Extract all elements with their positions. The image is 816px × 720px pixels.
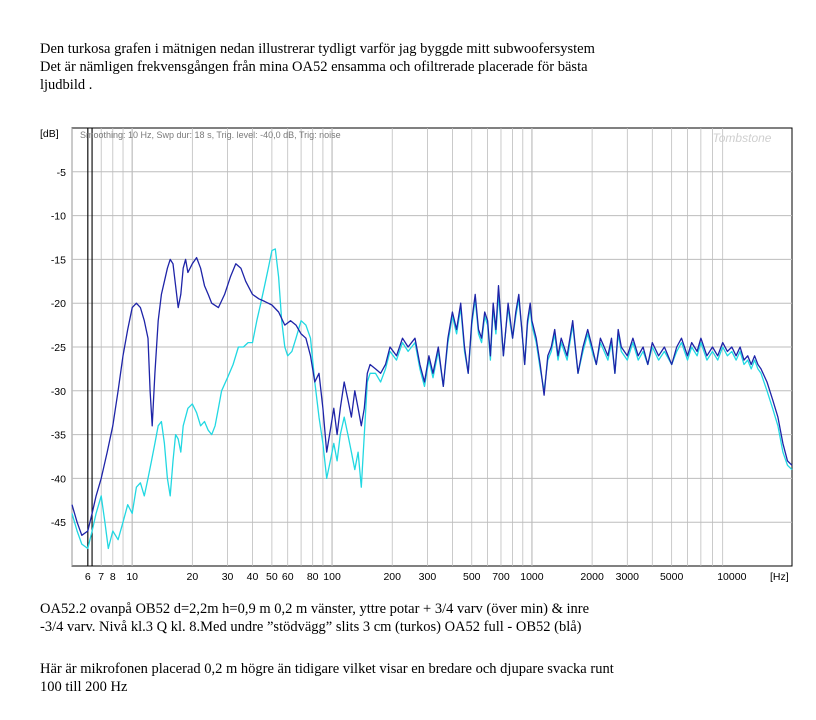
series-line xyxy=(71,256,793,536)
note-paragraph: Här är mikrofonen placerad 0,2 m högre ä… xyxy=(40,660,800,696)
watermark: Tombstone xyxy=(713,131,772,145)
y-tick-label: -30 xyxy=(51,386,66,398)
y-tick-label: -35 xyxy=(51,430,66,442)
y-tick-label: -10 xyxy=(51,211,66,223)
x-tick-label: 7 xyxy=(98,571,104,583)
measurement-annotation: Smoothing: 10 Hz, Swp dur: 18 s, Trig. l… xyxy=(80,130,341,140)
x-tick-labels: 6 7 8 10 20 30 40 50 60 80 100 200 300 500 700 1000 2000… xyxy=(85,571,747,583)
intro-line: ljudbild . xyxy=(40,77,93,93)
caption-line: -3/4 varv. Nivå kl.3 Q kl. 8.Med undre ”… xyxy=(40,619,582,635)
y-tick-label: -5 xyxy=(57,167,66,179)
x-tick-label: 300 xyxy=(419,571,437,583)
note-line: 100 till 200 Hz xyxy=(40,679,128,695)
series-layer xyxy=(71,248,793,550)
intro-paragraph: Den turkosa grafen i mätnigen nedan illu… xyxy=(40,40,800,94)
x-tick-label: 10 xyxy=(126,571,138,583)
x-tick-label: 6 xyxy=(85,571,91,583)
x-tick-label: 2000 xyxy=(580,571,604,583)
y-tick-label: -40 xyxy=(51,473,66,485)
x-tick-label: 8 xyxy=(110,571,116,583)
x-tick-label: 20 xyxy=(186,571,198,583)
x-tick-label: 80 xyxy=(307,571,319,583)
y-tick-labels: -5 -10 -15 -20 -25 -30 -35 -40 -45 xyxy=(51,167,66,529)
intro-line: Det är nämligen frekvensgången från mina… xyxy=(40,59,588,75)
intro-line: Den turkosa grafen i mätnigen nedan illu… xyxy=(40,41,595,57)
marker-lines xyxy=(87,128,93,566)
y-tick-label: -45 xyxy=(51,517,66,529)
x-tick-label: 30 xyxy=(222,571,234,583)
x-tick-label: 700 xyxy=(492,571,510,583)
y-unit-label: [dB] xyxy=(40,128,59,140)
note-line: Här är mikrofonen placerad 0,2 m högre ä… xyxy=(40,661,614,677)
x-tick-label: 3000 xyxy=(616,571,640,583)
x-tick-label: 100 xyxy=(323,571,341,583)
x-tick-label: 10000 xyxy=(717,571,746,583)
x-tick-label: 50 xyxy=(266,571,278,583)
x-tick-label: 40 xyxy=(247,571,259,583)
caption-line: OA52.2 ovanpå OB52 d=2,2m h=0,9 m 0,2 m … xyxy=(40,601,590,617)
y-tick-label: -20 xyxy=(51,298,66,310)
x-unit-label: [Hz] xyxy=(770,571,789,583)
x-tick-label: 200 xyxy=(383,571,401,583)
x-tick-label: 500 xyxy=(463,571,481,583)
x-tick-label: 1000 xyxy=(520,571,544,583)
y-tick-label: -15 xyxy=(51,254,66,266)
x-tick-label: 60 xyxy=(282,571,294,583)
caption-paragraph: OA52.2 ovanpå OB52 d=2,2m h=0,9 m 0,2 m … xyxy=(40,600,800,636)
y-tick-label: -25 xyxy=(51,342,66,354)
x-tick-label: 5000 xyxy=(660,571,684,583)
